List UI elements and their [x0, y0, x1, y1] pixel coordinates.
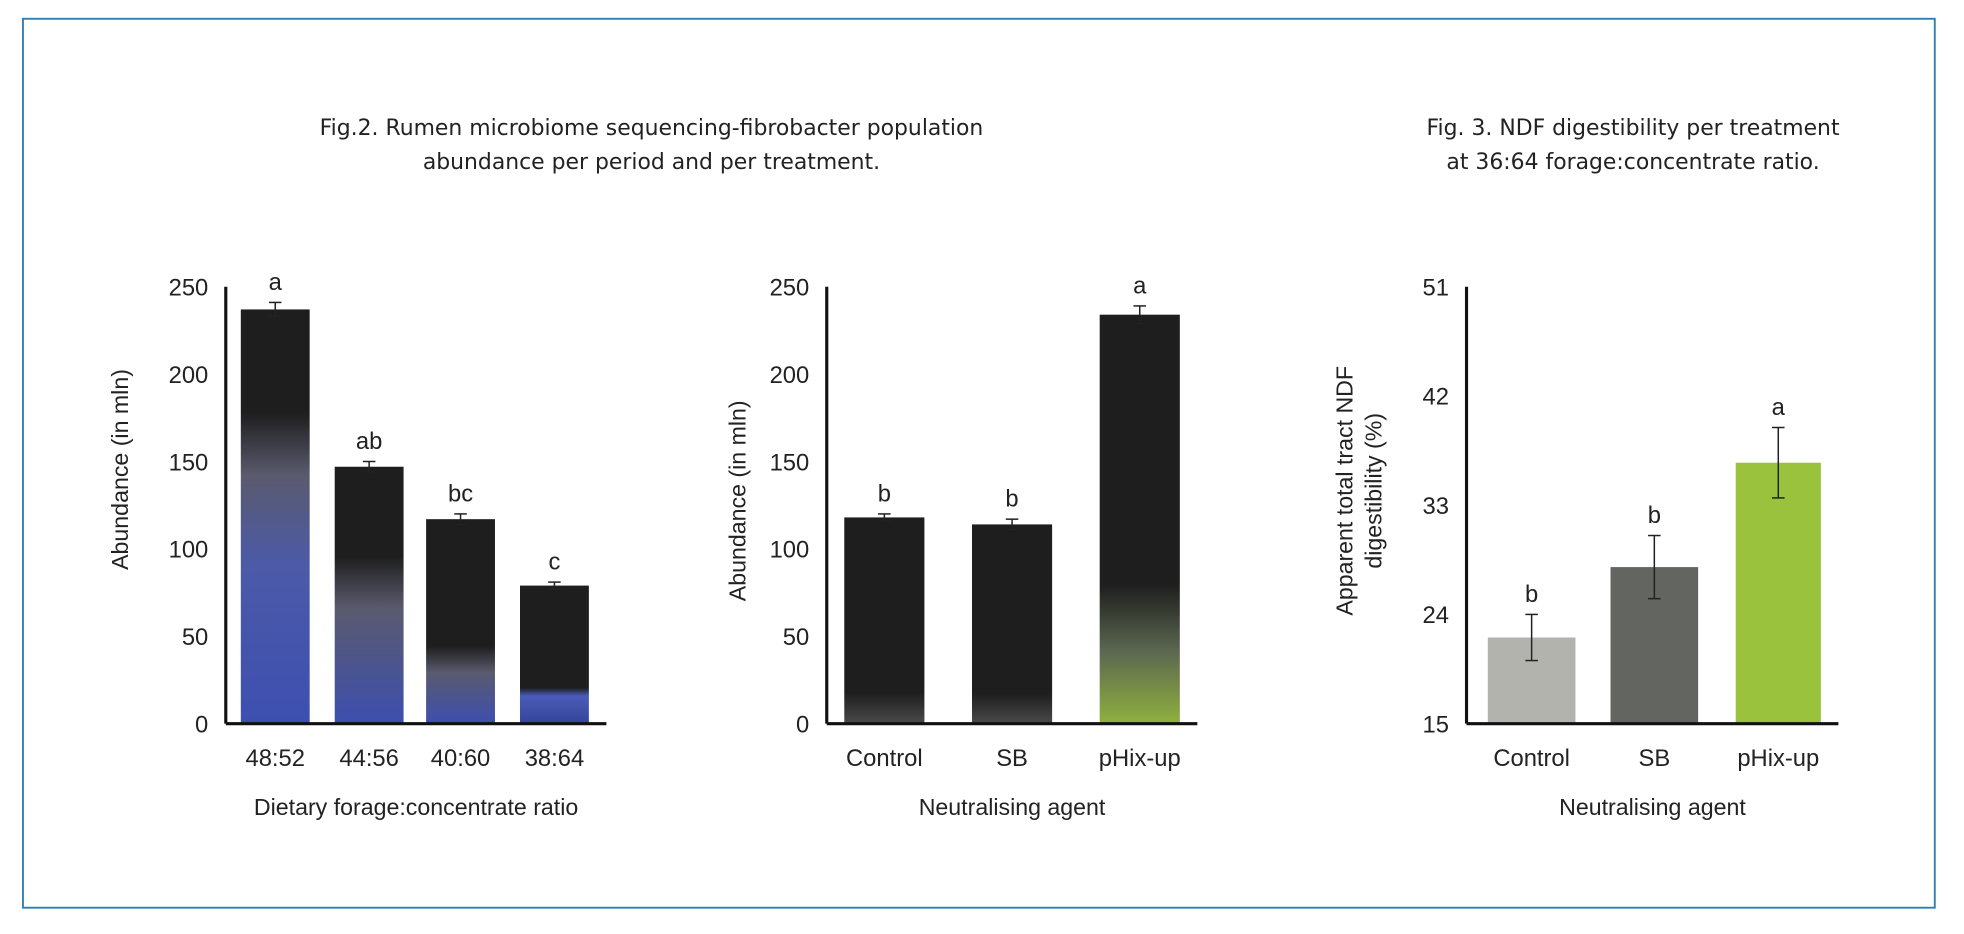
y-tick-label: 50	[182, 624, 208, 651]
chart-fig3-ndf: 15 24 33 42 51 b Control b SB a pHix-up Neutralisin…	[1332, 274, 1839, 820]
fig2-title-line2: abundance per period and per treatment.	[423, 150, 880, 175]
y-tick-label: 51	[1423, 274, 1449, 301]
significance-label: b	[1648, 502, 1661, 529]
x-tick-label: 44:56	[339, 745, 398, 772]
y-tick-label: 0	[195, 711, 208, 738]
x-axis-label: Dietary forage:concentrate ratio	[254, 794, 578, 820]
x-tick-label: pHix-up	[1737, 745, 1819, 772]
y-tick-label: 0	[796, 711, 809, 738]
significance-label: b	[878, 480, 891, 507]
fig3-title-line2: at 36:64 forage:concentrate ratio.	[1446, 150, 1819, 175]
y-tick-label: 100	[169, 537, 209, 564]
bar-sb	[971, 524, 1053, 724]
y-tick-label: 33	[1423, 493, 1449, 520]
y-axis-label-line1: Apparent total tract NDF	[1332, 366, 1358, 616]
significance-label: bc	[448, 480, 473, 507]
y-tick-label: 24	[1423, 602, 1449, 629]
bar-38-64	[520, 585, 589, 724]
chart-fig2-period: 0 50 100 150 200 250 a 48:52 ab 44:56 bc 40:60 c 38:6…	[107, 269, 607, 820]
y-tick-label: 15	[1423, 711, 1449, 738]
y-axis-label-line2: digestibility (%)	[1360, 413, 1386, 569]
y-tick-label: 42	[1423, 384, 1449, 411]
bar-control	[844, 517, 925, 724]
significance-label: ab	[356, 428, 382, 455]
bar-48-52	[240, 309, 310, 724]
y-axis-label: Abundance (in mln)	[724, 400, 750, 601]
significance-label: b	[1005, 486, 1018, 513]
significance-label: a	[1133, 272, 1147, 299]
significance-label: a	[269, 269, 283, 296]
significance-label: b	[1525, 581, 1538, 608]
figure-frame	[22, 17, 1936, 909]
chart-fig2-treatment: 0 50 100 150 200 250 b Control b SB a pHix-up Neutra…	[724, 272, 1198, 820]
y-tick-label: 50	[783, 624, 809, 651]
y-axis-label: Abundance (in mln)	[107, 369, 133, 570]
fig2-title-line1: Fig.2. Rumen microbiome sequencing-fibro…	[320, 116, 984, 141]
x-tick-label: SB	[996, 745, 1028, 772]
bar-phix-up	[1099, 314, 1180, 724]
y-tick-label: 150	[770, 449, 810, 476]
x-axis-label: Neutralising agent	[919, 794, 1106, 820]
x-tick-label: 40:60	[431, 745, 490, 772]
x-tick-label: 38:64	[525, 745, 584, 772]
y-tick-label: 250	[770, 274, 810, 301]
x-tick-label: Control	[1493, 745, 1570, 772]
bar-phix-up	[1735, 462, 1821, 724]
x-tick-label: Control	[846, 745, 923, 772]
x-axis-label: Neutralising agent	[1559, 794, 1746, 820]
x-tick-label: SB	[1638, 745, 1670, 772]
x-tick-label: 48:52	[245, 745, 304, 772]
significance-label: c	[548, 549, 560, 576]
bar-44-56	[334, 466, 404, 724]
x-tick-label: pHix-up	[1099, 745, 1181, 772]
y-tick-label: 200	[169, 362, 209, 389]
bar-40-60	[426, 519, 495, 724]
y-tick-label: 250	[169, 274, 209, 301]
y-tick-label: 150	[169, 449, 209, 476]
significance-label: a	[1772, 394, 1786, 421]
fig3-title-line1: Fig. 3. NDF digestibility per treatment	[1427, 116, 1840, 141]
y-tick-label: 200	[770, 362, 810, 389]
y-tick-label: 100	[770, 537, 810, 564]
